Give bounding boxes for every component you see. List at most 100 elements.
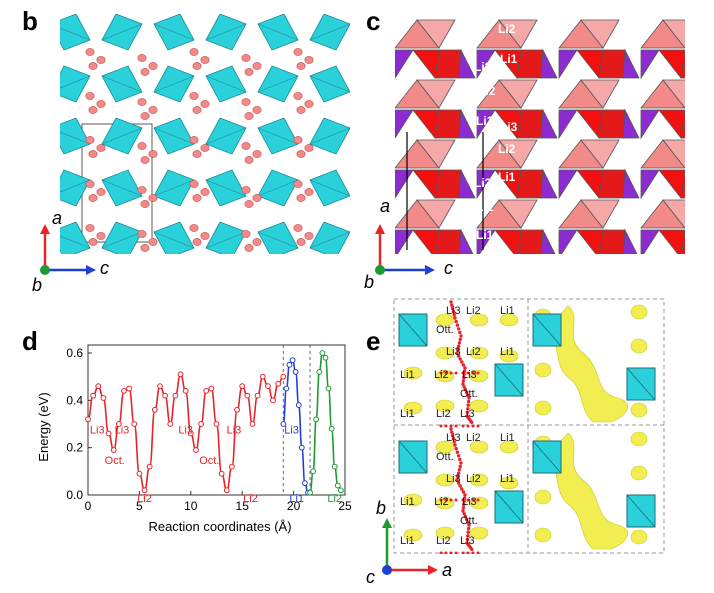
li-ion — [192, 238, 202, 246]
path-dot — [462, 512, 466, 516]
path-dot — [476, 551, 480, 554]
panel-e-site-label: Li3 — [446, 346, 461, 358]
chart-annotation: Li3 — [115, 424, 130, 436]
x-tick-label: 20 — [287, 499, 301, 513]
tetrahedron-edge — [101, 23, 143, 41]
tetrahedron-edge — [101, 127, 143, 145]
chart-annotation: Li2 — [327, 493, 342, 505]
tetrahedron-edge — [309, 75, 350, 93]
path-dot — [455, 450, 460, 454]
data-point — [249, 421, 256, 427]
density-blob — [469, 526, 489, 540]
li-ion — [304, 188, 314, 196]
chart-ylabel: Energy (eV) — [36, 392, 51, 461]
panel-letter-c: c — [366, 6, 381, 36]
li-ion — [88, 106, 98, 114]
density-blob — [534, 489, 552, 505]
path-dot — [461, 363, 466, 367]
chart-plot-area — [87, 344, 346, 496]
data-point — [90, 392, 97, 399]
li-ion — [200, 100, 210, 108]
panel-c-site-label: Li1 — [498, 170, 516, 184]
chart-annotation: Li3 — [90, 424, 105, 436]
li-ion — [200, 56, 210, 64]
li-ion — [293, 92, 303, 100]
data-point — [254, 392, 261, 399]
path-dot — [461, 371, 465, 375]
density-blob — [499, 313, 519, 327]
polyhedron-li1 — [598, 169, 626, 199]
path-dot — [458, 484, 462, 488]
path-dot — [455, 323, 460, 327]
path-dot — [451, 436, 456, 441]
panel-c-site-label: Li2 — [498, 22, 516, 36]
density-blob — [499, 476, 519, 490]
path-dot — [455, 478, 459, 482]
path-dot — [463, 387, 468, 392]
path-dot — [461, 506, 466, 510]
panel-e-site-label: Li1 — [400, 369, 415, 381]
density-blob — [435, 313, 455, 327]
path-dot — [456, 471, 461, 475]
panel-e-site-label: Li1 — [500, 305, 515, 317]
li-ion — [244, 200, 254, 208]
panel-e-site-label: Li3 — [462, 369, 477, 381]
path-dot — [453, 443, 457, 447]
path-dot — [466, 520, 470, 524]
y-tick-label: 0.0 — [66, 488, 83, 502]
polyhedron-li3 — [622, 48, 640, 79]
chart-series — [85, 350, 344, 496]
data-point — [110, 447, 117, 453]
polyhedron-li1 — [434, 169, 462, 199]
li-ion — [148, 62, 158, 70]
li-ion — [252, 238, 262, 246]
panel-c-site-label: Li2 — [498, 142, 516, 156]
tetrahedron — [257, 221, 299, 254]
panel-e-site-label: Li3 — [446, 473, 461, 485]
data-point — [121, 387, 127, 394]
polyhedron-li3 — [558, 169, 578, 200]
path-dot — [449, 498, 453, 502]
path-dot — [449, 300, 453, 304]
data-point — [302, 480, 308, 487]
polyhedron-li1 — [576, 109, 604, 139]
tetrahedron-projection-edge — [626, 494, 656, 528]
li-ion — [241, 54, 251, 62]
path-dot — [466, 530, 470, 534]
panel-e-site-label: Li3 — [460, 535, 475, 547]
path-dot — [466, 393, 470, 397]
tetrahedron-edge — [205, 75, 247, 93]
path-dot — [458, 330, 462, 335]
data-point — [136, 470, 143, 477]
panel-e-axis-a: a — [442, 560, 453, 580]
polyhedron-li1 — [658, 229, 685, 254]
density-blob — [435, 526, 455, 540]
path-dot — [444, 371, 448, 375]
polyhedron-li3 — [395, 49, 414, 79]
panel-e-site-label: Ott. — [436, 324, 454, 336]
y-tick-label: 0.2 — [66, 441, 83, 455]
chart-annotation: Li3 — [227, 424, 242, 436]
path-dot — [456, 454, 461, 458]
x-tick-label: 5 — [136, 499, 143, 513]
li-ion — [192, 150, 202, 158]
path-dot — [457, 468, 462, 472]
path-dot — [459, 334, 463, 338]
data-point — [85, 416, 91, 423]
li-ion — [189, 136, 199, 144]
polyhedron-li2 — [662, 79, 685, 109]
path-dot — [476, 498, 480, 502]
li-ion — [189, 48, 199, 56]
polyhedron-li3 — [540, 108, 558, 139]
tetrahedron-projection-edge — [626, 367, 656, 401]
data-point — [198, 421, 204, 427]
panel-b-axes — [40, 224, 96, 275]
polyhedron-li3 — [458, 168, 476, 199]
tetrahedron-edge — [257, 75, 299, 93]
tetrahedron-projection-edge — [398, 440, 428, 474]
polyhedron-li1 — [598, 49, 626, 79]
tetrahedron — [205, 221, 247, 254]
path-dot — [450, 306, 455, 311]
li-ion — [296, 238, 306, 246]
path-dot — [456, 481, 461, 485]
